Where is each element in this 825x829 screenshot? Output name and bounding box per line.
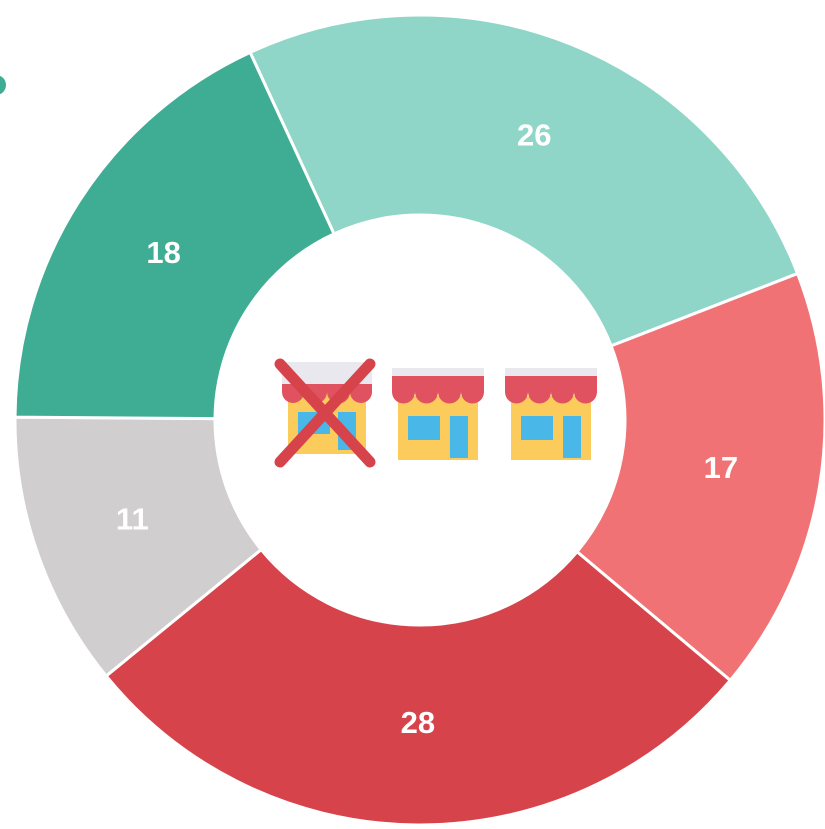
slice [13,415,264,679]
labels: 26 17 28 11 18 [116,117,738,740]
center-icons [274,358,597,468]
slice [13,50,337,421]
slice [248,13,800,348]
shop-icon [392,368,484,460]
value-label: 26 [517,117,551,152]
value-label: 17 [704,450,738,485]
shop-icon [505,368,597,460]
slice [104,547,733,827]
value-label: 18 [146,235,180,270]
value-label: 11 [116,501,149,536]
value-label: 28 [401,705,435,740]
slices [13,13,825,827]
slice [574,271,825,683]
decor-dot [0,75,6,95]
shop-icon-closed [274,358,376,468]
